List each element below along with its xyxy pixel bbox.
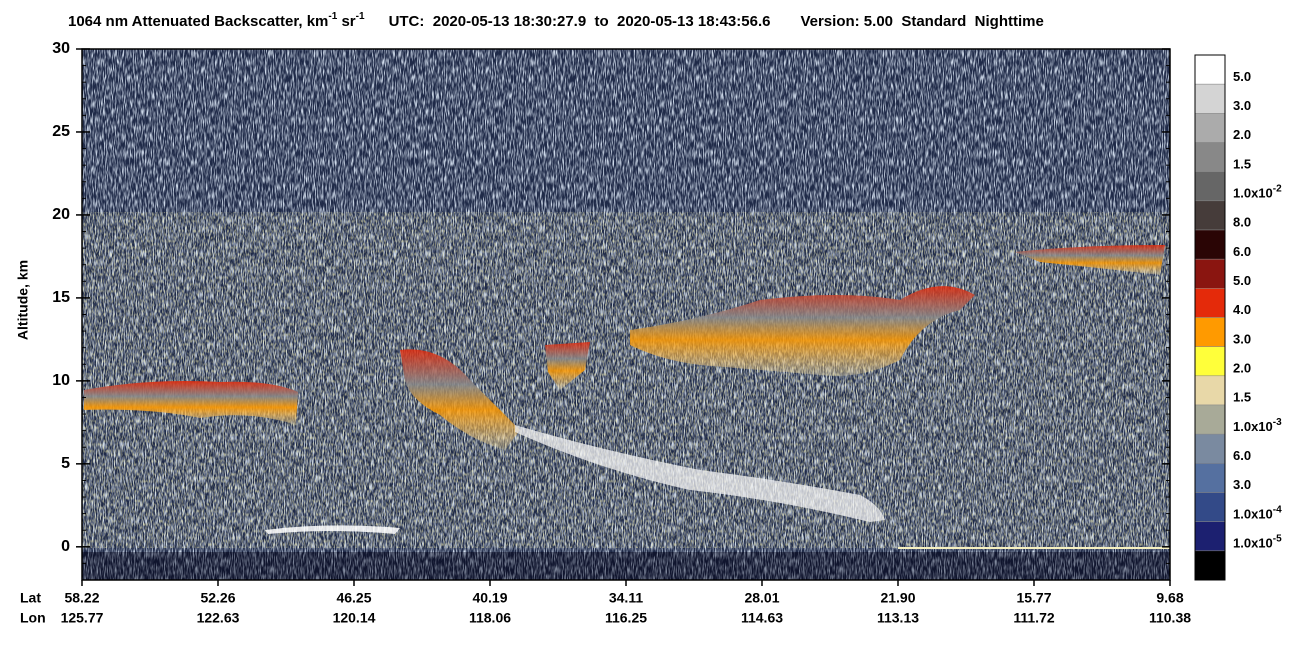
lon-tick-label: 114.63	[741, 610, 783, 626]
colorbar-label: 2.0	[1233, 361, 1251, 376]
colorbar-label: 1.0x10-4	[1233, 504, 1282, 522]
colorbar-label-text: 5.0	[1233, 69, 1251, 84]
title-text: sr	[337, 13, 356, 30]
colorbar-swatch	[1194, 550, 1226, 581]
colorbar-swatch	[1194, 229, 1226, 260]
y-axis-label: Altitude, km	[15, 260, 31, 340]
colorbar-swatch	[1194, 317, 1226, 347]
colorbar-swatch	[1194, 142, 1226, 172]
colorbar-label: 1.0x10-5	[1233, 533, 1282, 551]
colorbar-label-exponent: -4	[1273, 504, 1282, 515]
colorbar-swatch	[1194, 54, 1226, 85]
colorbar-label-text: 2.0	[1233, 361, 1251, 376]
colorbar-swatch	[1194, 200, 1226, 231]
colorbar-label-text: 3.0	[1233, 478, 1251, 493]
colorbar-label: 2.0	[1233, 128, 1251, 143]
colorbar-label: 5.0	[1233, 273, 1251, 288]
colorbar-label: 1.5	[1233, 157, 1251, 172]
colorbar-label: 5.0	[1233, 69, 1251, 84]
lon-tick-label: 111.72	[1013, 610, 1054, 626]
colorbar-swatch	[1194, 375, 1226, 406]
lat-tick-label: 52.26	[200, 590, 235, 606]
colorbar-swatch	[1194, 83, 1226, 114]
colorbar-label: 1.5	[1233, 390, 1251, 405]
colorbar-swatch	[1194, 521, 1226, 552]
lat-tick-label: 21.90	[880, 590, 915, 606]
colorbar-label-text: 1.5	[1233, 157, 1251, 172]
colorbar-swatch	[1194, 346, 1226, 377]
colorbar-label: 1.0x10-2	[1233, 183, 1282, 201]
subtitle: UTC: 2020-05-13 18:30:27.9 to 2020-05-13…	[389, 13, 771, 30]
colorbar-label: 1.0x10-3	[1233, 416, 1282, 434]
colorbar-swatch	[1194, 288, 1226, 318]
y-tick-label: 5	[61, 455, 70, 472]
y-tick-label: 30	[52, 40, 70, 57]
colorbar-label-text: 8.0	[1233, 215, 1251, 230]
colorbar-label: 8.0	[1233, 215, 1251, 230]
colorbar-label-text: 1.0x10	[1233, 536, 1273, 551]
version: Version: 5.00 Standard Nighttime	[800, 13, 1043, 30]
y-tick-label: 0	[61, 538, 70, 555]
colorbar-frame	[1194, 54, 1226, 581]
lat-tick-label: 34.11	[609, 590, 643, 606]
colorbar-label: 3.0	[1233, 478, 1251, 493]
colorbar-swatch	[1194, 404, 1226, 435]
colorbar-label-text: 1.0x10	[1233, 507, 1273, 522]
colorbar-label-text: 6.0	[1233, 244, 1251, 259]
colorbar-swatch	[1194, 463, 1226, 493]
lat-tick-label: 46.25	[336, 590, 371, 606]
lat-tick-label: 58.22	[64, 590, 99, 606]
colorbar-label-exponent: -5	[1273, 533, 1282, 544]
lon-tick-label: 125.77	[61, 610, 104, 626]
title-superscript: -1	[328, 11, 337, 22]
colorbar-swatch	[1194, 492, 1226, 522]
lon-tick-label: 120.14	[333, 610, 376, 626]
colorbar-label-text: 1.5	[1233, 390, 1251, 405]
colorbar-label-text: 4.0	[1233, 303, 1251, 318]
colorbar-label: 6.0	[1233, 244, 1251, 259]
title-text: 1064 nm Attenuated Backscatter, km	[68, 13, 328, 30]
colorbar-label: 4.0	[1233, 303, 1251, 318]
lat-label: Lat	[20, 590, 41, 606]
lon-tick-label: 122.63	[197, 610, 240, 626]
colorbar-label: 6.0	[1233, 448, 1251, 463]
chart-title: 1064 nm Attenuated Backscatter, km-1 sr-…	[68, 11, 1044, 30]
colorbar-label-text: 5.0	[1233, 273, 1251, 288]
lon-tick-label: 116.25	[605, 610, 647, 626]
title-superscript: -1	[356, 11, 365, 22]
y-tick-label: 15	[52, 289, 70, 306]
colorbar-label-text: 6.0	[1233, 448, 1251, 463]
colorbar-label: 3.0	[1233, 332, 1251, 347]
lon-tick-label: 113.13	[877, 610, 919, 626]
colorbar-label-text: 1.0x10	[1233, 419, 1273, 434]
lon-tick-label: 118.06	[469, 610, 511, 626]
colorbar-label-exponent: -3	[1273, 416, 1282, 427]
lat-tick-label: 28.01	[744, 590, 779, 606]
y-tick-label: 20	[52, 206, 70, 223]
colorbar-swatch	[1194, 113, 1226, 143]
colorbar-label-text: 3.0	[1233, 98, 1251, 113]
plot-area	[82, 49, 1170, 580]
colorbar-swatch	[1194, 171, 1226, 202]
lon-label: Lon	[20, 610, 46, 626]
colorbar-label-text: 3.0	[1233, 332, 1251, 347]
lat-tick-label: 9.68	[1156, 590, 1183, 606]
colorbar-swatch	[1194, 258, 1226, 289]
colorbar-label-text: 1.0x10	[1233, 186, 1273, 201]
colorbar-label-text: 2.0	[1233, 128, 1251, 143]
lat-tick-label: 15.77	[1016, 590, 1051, 606]
colorbar-swatch	[1194, 433, 1226, 464]
colorbar-label-exponent: -2	[1273, 183, 1282, 194]
y-tick-label: 25	[52, 123, 70, 140]
colorbar-label: 3.0	[1233, 98, 1251, 113]
lat-tick-label: 40.19	[472, 590, 507, 606]
lon-tick-label: 110.38	[1149, 610, 1191, 626]
y-tick-label: 10	[52, 372, 70, 389]
